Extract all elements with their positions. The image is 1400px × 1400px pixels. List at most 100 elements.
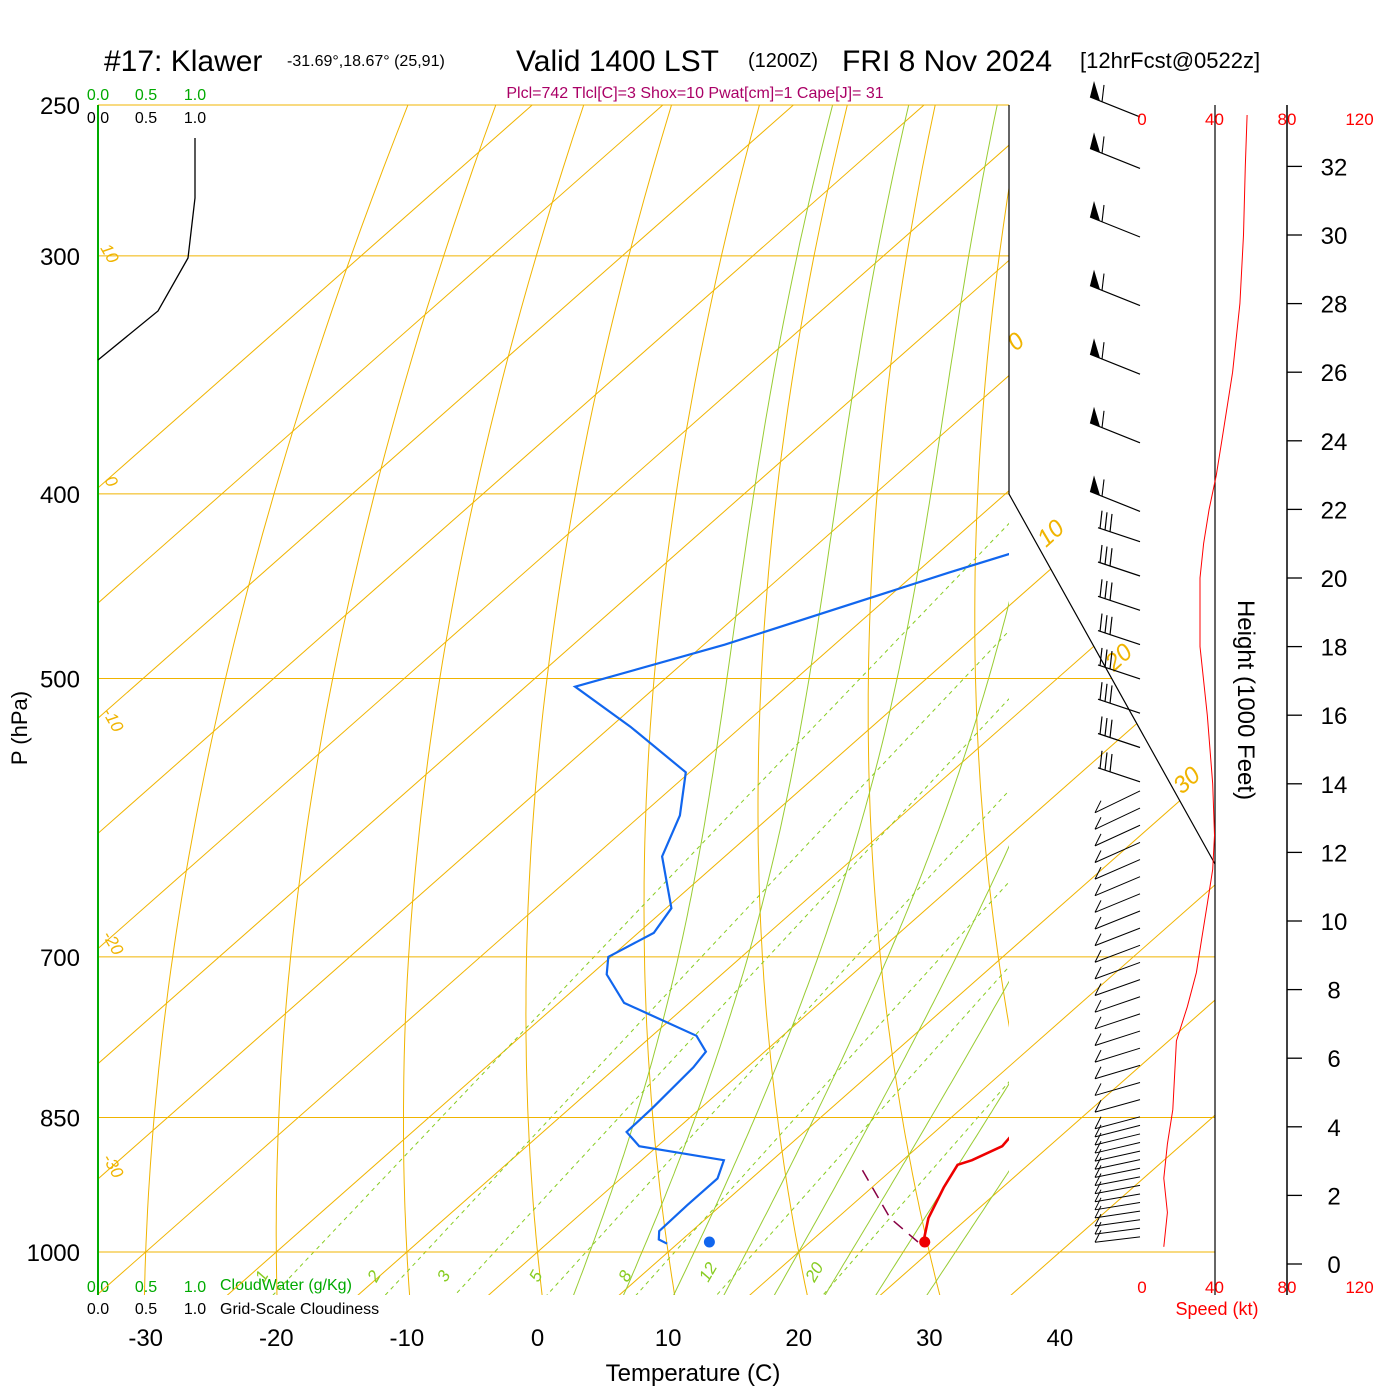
height-tick-label: 0 [1327, 1252, 1340, 1279]
cloudiness-series [97, 138, 196, 361]
wind-barb [1094, 1165, 1141, 1178]
moist-adiabat-line [673, 105, 998, 1295]
wind-barb [1094, 1181, 1141, 1195]
x-tick-label: -20 [259, 1325, 294, 1352]
wind-barb-flag [1094, 1213, 1102, 1227]
wind-barb-staff [1094, 944, 1141, 963]
wind-barb [1097, 544, 1141, 577]
wind-barb [1094, 1213, 1141, 1227]
x-tick-label: 0 [531, 1325, 544, 1352]
wind-barb-staff [1094, 1013, 1141, 1030]
wind-barb-flag [1094, 1066, 1102, 1080]
wind-barb [1094, 1047, 1141, 1063]
isotherm-line [98, 105, 571, 1295]
wind-barb-staff [1094, 859, 1141, 880]
cloudiness-tick: 1.0 [184, 1301, 206, 1318]
wind-barb-flag [1094, 1148, 1102, 1162]
wind-barb-staff [1094, 1116, 1141, 1130]
wind-barb [1097, 613, 1141, 646]
forecast-info: [12hrFcst@0522z] [1080, 48, 1260, 73]
wind-barb [1094, 1140, 1141, 1154]
dry-adiabat-label: -20 [99, 928, 128, 959]
wind-barb-pennant [1090, 475, 1100, 496]
wind-barb-staff [1094, 1227, 1141, 1235]
pressure-tick-label: 500 [40, 667, 80, 694]
wind-barb-flag [1094, 1033, 1102, 1046]
wind-barb-flag [1104, 718, 1108, 737]
wind-barb-flag [1099, 750, 1103, 769]
cloudwater-tick: 0.5 [135, 87, 157, 104]
height-tick-label: 26 [1321, 360, 1348, 387]
wind-barb [1089, 80, 1141, 118]
wind-barb [1089, 338, 1141, 375]
isotherm-line [98, 105, 1094, 1295]
wind-barb [1094, 996, 1141, 1013]
pressure-tick-label: 400 [40, 482, 80, 509]
height-tick-label: 10 [1321, 909, 1348, 936]
station-coords: -31.69°,18.67° (25,91) [287, 53, 445, 70]
wind-barb-staff [1094, 1142, 1141, 1154]
wind-barb-flag [1094, 817, 1102, 830]
dry-adiabat-line [143, 105, 409, 1295]
wind-barb-staff [1094, 790, 1141, 814]
isotherm-line [203, 105, 1215, 1295]
wind-barb-pennant [1090, 406, 1100, 427]
temperature-line [922, 1136, 1009, 1245]
x-tick-label: 30 [916, 1325, 943, 1352]
surface-temperature-point [919, 1236, 931, 1248]
wind-barb-pennant [1090, 201, 1100, 221]
wind-barb [1094, 944, 1141, 963]
wind-barb [1094, 807, 1141, 830]
wind-barb-flag [1109, 582, 1113, 601]
wind-barb [1094, 1030, 1141, 1046]
moist-adiabat-line [623, 105, 910, 1295]
wind-barb-flag [1109, 719, 1113, 738]
wind-barb-flag [1094, 1197, 1102, 1211]
pressure-tick-label: 300 [40, 244, 80, 271]
wind-barb-flag [1101, 136, 1105, 154]
height-tick-label: 4 [1327, 1115, 1340, 1142]
isotherm-line [98, 105, 702, 1295]
height-tick-label: 6 [1327, 1046, 1340, 1073]
speed-tick-label: 0 [1137, 110, 1146, 129]
wind-barb-staff [1097, 698, 1141, 714]
wind-barb-flag [1099, 716, 1103, 735]
height-tick-label: 24 [1321, 429, 1348, 456]
wind-barb-pennant [1090, 80, 1100, 101]
moist-adiabat-lines [573, 105, 1009, 1295]
wind-barb-staff [1097, 527, 1141, 543]
x-tick-label: 10 [655, 1325, 682, 1352]
wind-barb-flag [1094, 1221, 1102, 1235]
wind-barb [1094, 841, 1141, 863]
wind-barb-staff [1094, 893, 1141, 913]
wind-barb-staff [1094, 1150, 1141, 1162]
dry-adiabat-label: 10 [97, 241, 123, 267]
wind-barb [1097, 579, 1141, 611]
station-title: #17: Klawer [104, 45, 262, 78]
pressure-tick-label: 250 [40, 93, 80, 120]
wind-speed-series [1163, 114, 1248, 1247]
wind-barb-flag [1109, 685, 1113, 704]
speed-tick-label: 80 [1278, 1278, 1297, 1297]
isotherm-line [856, 105, 1215, 1295]
moist-adiabat-line [573, 105, 834, 1295]
wind-barb-flag [1094, 900, 1102, 913]
valid-date: FRI 8 Nov 2024 [842, 45, 1052, 78]
height-tick-label: 28 [1321, 292, 1348, 319]
dewpoint-line [572, 552, 1009, 1245]
height-tick-label: 18 [1321, 635, 1348, 662]
mixing-ratio-line [546, 789, 1009, 1295]
wind-barb-staff [1094, 1159, 1141, 1170]
moist-adiabat-line [875, 1082, 1009, 1295]
dry-adiabat-line [1078, 71, 1212, 1316]
speed-tick-label: 120 [1345, 110, 1373, 129]
wind-barb-flag [1109, 651, 1113, 670]
isotherm-line [334, 105, 1215, 1295]
wind-barb [1094, 1205, 1141, 1219]
pressure-tick-label: 1000 [27, 1240, 80, 1267]
wind-barb [1097, 647, 1141, 680]
pressure-tick-label: 850 [40, 1106, 80, 1133]
wind-barb-flag [1094, 1205, 1102, 1219]
